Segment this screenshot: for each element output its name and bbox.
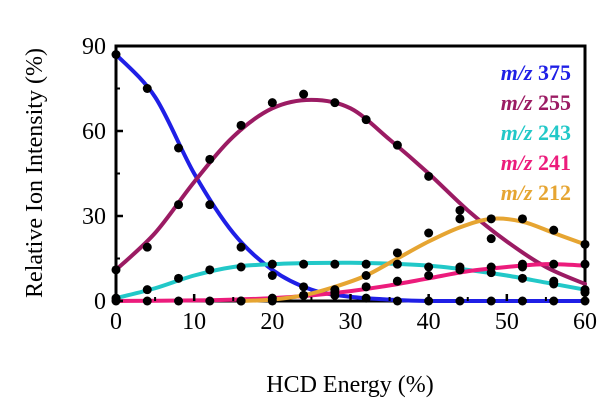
- data-point-255: [455, 205, 465, 215]
- data-point-243: [424, 262, 434, 272]
- data-point-375: [517, 296, 527, 306]
- x-tick-label: 30: [339, 309, 363, 335]
- data-point-255: [424, 171, 434, 181]
- data-point-212: [517, 214, 527, 224]
- x-tick-label: 40: [417, 309, 441, 335]
- data-point-375: [174, 143, 184, 153]
- y-tick-label: 30: [82, 204, 106, 230]
- axes: 0 10 20 30 40 50 60 0 30 60 90: [82, 34, 597, 335]
- legend-entry-241: m/z 241: [501, 150, 571, 175]
- data-point-375: [361, 293, 371, 303]
- data-point-241: [517, 262, 527, 272]
- data-point-243: [267, 259, 277, 269]
- data-point-212: [455, 214, 465, 224]
- data-point-243: [142, 285, 152, 295]
- data-point-375: [267, 271, 277, 280]
- data-point-241: [580, 259, 590, 269]
- data-point-241: [486, 262, 496, 272]
- data-point-243: [517, 273, 527, 283]
- data-point-375: [111, 50, 121, 59]
- data-point-375: [205, 200, 215, 210]
- data-point-241: [455, 265, 465, 275]
- data-point-241: [174, 296, 184, 306]
- data-point-243: [236, 262, 246, 272]
- x-tick-label: 50: [495, 309, 519, 335]
- data-point-243: [549, 279, 559, 289]
- legend-entry-212: m/z 212: [501, 180, 571, 205]
- data-point-375: [549, 296, 559, 306]
- data-point-241: [392, 276, 402, 286]
- data-point-255: [236, 120, 246, 130]
- data-point-255: [111, 265, 121, 275]
- data-point-255: [392, 140, 402, 150]
- data-point-243: [330, 259, 340, 269]
- data-point-243: [361, 259, 371, 269]
- data-point-212: [580, 239, 590, 249]
- legend-entry-375: m/z 375: [501, 60, 571, 85]
- data-point-243: [392, 259, 402, 269]
- data-point-212: [299, 290, 309, 300]
- data-point-375: [236, 242, 246, 252]
- data-point-212: [486, 214, 496, 224]
- data-point-375: [299, 282, 309, 292]
- y-axis-title: Relative Ion Intensity (%): [22, 48, 48, 298]
- data-point-241: [205, 296, 215, 306]
- legend-entry-255: m/z 255: [501, 90, 571, 115]
- data-point-212: [424, 228, 434, 238]
- data-point-255: [361, 115, 371, 125]
- y-tick-label: 90: [82, 34, 106, 60]
- x-axis-title: HCD Energy (%): [266, 372, 434, 398]
- data-point-212: [392, 248, 402, 258]
- x-tick-label: 20: [260, 309, 284, 335]
- data-point-212: [236, 296, 246, 306]
- data-point-375: [486, 296, 496, 306]
- data-point-212: [361, 271, 371, 280]
- y-tick-label: 0: [94, 289, 106, 315]
- data-point-241: [549, 259, 559, 269]
- data-point-375: [392, 296, 402, 306]
- data-point-255: [174, 200, 184, 210]
- data-points: [111, 50, 590, 306]
- data-point-243: [174, 273, 184, 283]
- data-point-255: [330, 98, 340, 108]
- data-point-375: [142, 84, 152, 93]
- data-point-241: [142, 296, 152, 306]
- data-point-255: [486, 234, 496, 244]
- data-point-212: [549, 225, 559, 235]
- data-point-243: [580, 285, 590, 295]
- data-point-255: [142, 242, 152, 252]
- data-point-241: [361, 282, 371, 292]
- fit-curve-243: [114, 260, 587, 301]
- y-tick-label: 60: [82, 119, 106, 145]
- fit-curve-255: [114, 97, 587, 286]
- x-tick-label: 10: [182, 309, 206, 335]
- data-point-212: [330, 285, 340, 295]
- data-point-375: [455, 296, 465, 306]
- data-point-255: [299, 89, 309, 99]
- x-tick-label: 60: [573, 309, 597, 335]
- legend-entry-243: m/z 243: [501, 120, 571, 145]
- data-point-243: [299, 259, 309, 269]
- data-point-241: [424, 271, 434, 280]
- data-point-243: [205, 265, 215, 275]
- data-point-255: [205, 154, 215, 164]
- data-point-255: [267, 98, 277, 108]
- legend: m/z 375 m/z 255 m/z 243 m/z 241 m/z 212: [501, 60, 571, 205]
- x-tick-label: 0: [110, 309, 122, 335]
